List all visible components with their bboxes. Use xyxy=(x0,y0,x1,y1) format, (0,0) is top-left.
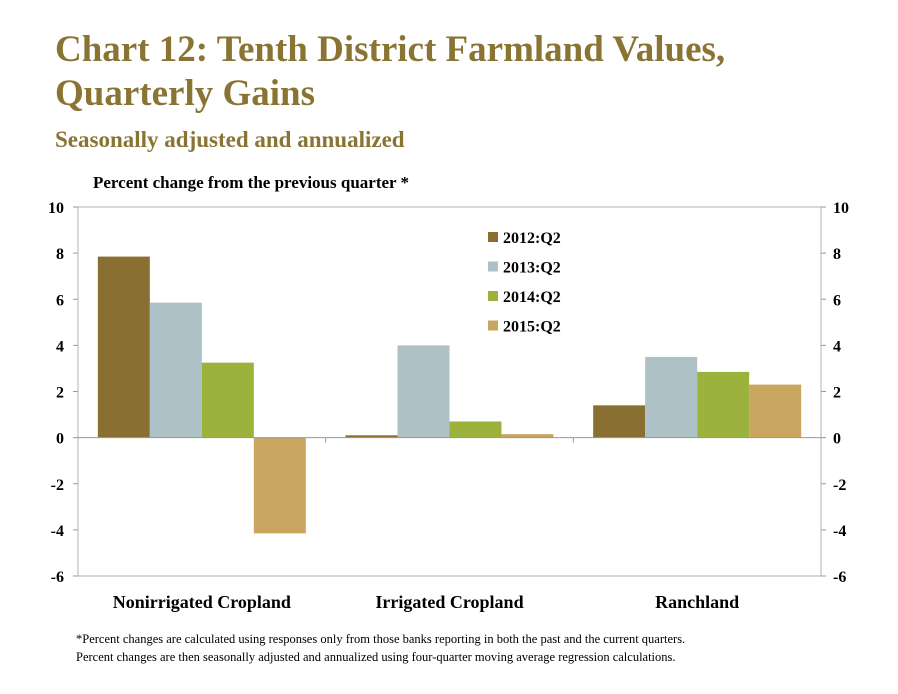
category-label: Irrigated Cropland xyxy=(375,592,523,612)
bar-2012-q2-2 xyxy=(593,405,646,438)
y-tick-label-left: 2 xyxy=(56,385,64,402)
legend-swatch xyxy=(488,320,498,331)
chart-title: Chart 12: Tenth District Farmland Values… xyxy=(55,29,726,114)
category-label: Ranchland xyxy=(655,592,739,612)
footnote: *Percent changes are calculated using re… xyxy=(76,630,876,666)
chart-subtitle: Seasonally adjusted and annualized xyxy=(55,127,405,152)
y-tick-label-left: 8 xyxy=(56,246,64,263)
footnote-line-2: Percent changes are then seasonally adju… xyxy=(76,650,676,664)
y-axis-label: Percent change from the previous quarter… xyxy=(93,173,410,192)
y-tick-label-right: 2 xyxy=(833,385,841,402)
y-tick-label-left: -4 xyxy=(51,523,64,540)
bar-2012-q2-1 xyxy=(345,435,398,438)
y-tick-label-right: 10 xyxy=(833,200,849,217)
bar-2013-q2-0 xyxy=(149,302,202,438)
y-tick-label-left: -2 xyxy=(51,477,64,494)
legend-swatch xyxy=(488,291,498,301)
legend-label: 2012:Q2 xyxy=(503,230,561,247)
y-tick-label-left: 0 xyxy=(56,431,64,448)
y-tick-label-left: -6 xyxy=(51,569,64,586)
footnote-line-1: *Percent changes are calculated using re… xyxy=(76,632,686,646)
bar-2014-q2-1 xyxy=(449,421,502,438)
legend-swatch xyxy=(488,232,498,242)
y-tick-label-right: -4 xyxy=(833,523,846,540)
bar-2014-q2-2 xyxy=(697,371,750,438)
y-tick-label-right: 4 xyxy=(833,338,841,355)
legend-label: 2013:Q2 xyxy=(503,260,561,277)
legend-label: 2014:Q2 xyxy=(503,289,561,306)
bar-2012-q2-0 xyxy=(97,256,150,438)
bar-2015-q2-0 xyxy=(253,437,306,534)
y-tick-label-right: 8 xyxy=(833,246,841,263)
y-tick-label-left: 10 xyxy=(48,200,64,217)
y-tick-label-left: 6 xyxy=(56,292,64,309)
bar-2013-q2-2 xyxy=(645,356,698,438)
y-tick-label-left: 4 xyxy=(56,338,64,355)
bar-2015-q2-2 xyxy=(749,384,802,438)
y-tick-label-right: -6 xyxy=(833,569,846,586)
bar-2013-q2-1 xyxy=(397,345,450,438)
category-label: Nonirrigated Cropland xyxy=(113,592,291,612)
bar-2014-q2-0 xyxy=(201,362,254,438)
y-tick-label-right: -2 xyxy=(833,477,846,494)
y-tick-label-right: 6 xyxy=(833,292,841,309)
legend-swatch xyxy=(488,261,498,272)
legend-label: 2015:Q2 xyxy=(503,319,561,336)
bar-2015-q2-1 xyxy=(501,434,554,438)
y-tick-label-right: 0 xyxy=(833,431,841,448)
